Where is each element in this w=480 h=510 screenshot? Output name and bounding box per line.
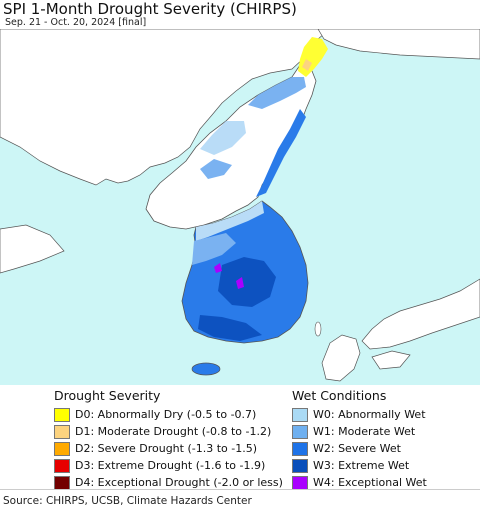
legend-label-d0: D0: Abnormally Dry (-0.5 to -0.7) — [75, 408, 257, 421]
swatch-w1 — [292, 424, 308, 439]
sk-w1-west — [192, 233, 236, 265]
swatch-w2 — [292, 441, 308, 456]
swatch-d1 — [54, 424, 70, 439]
japan-kyushu — [321, 334, 361, 382]
legend-label-w1: W1: Moderate Wet — [313, 425, 416, 438]
legend-label-d1: D1: Moderate Drought (-0.8 to -1.2) — [75, 425, 272, 438]
legend-item-d3: D3: Extreme Drought (-1.6 to -1.9) — [54, 457, 283, 474]
nk-wet-central — [200, 121, 246, 155]
legend-wet-title: Wet Conditions — [292, 388, 387, 403]
legend-item-w2: W2: Severe Wet — [292, 440, 427, 457]
nk-wet-patch — [200, 159, 232, 179]
legend-label-w4: W4: Exceptional Wet — [313, 476, 427, 489]
legend-item-d0: D0: Abnormally Dry (-0.5 to -0.7) — [54, 406, 283, 423]
legend-item-w3: W3: Extreme Wet — [292, 457, 427, 474]
sk-w1-north — [196, 201, 264, 241]
nk-wet-north — [248, 77, 306, 109]
swatch-w3 — [292, 458, 308, 473]
sk-w4-patch-1 — [214, 263, 222, 273]
tsushima-island — [314, 321, 322, 337]
nk-wet-east-coast — [256, 109, 306, 197]
japan-honshu — [361, 278, 480, 350]
footer-divider — [0, 489, 480, 490]
swatch-d3 — [54, 458, 70, 473]
sk-w3-center — [218, 257, 276, 307]
legend-label-w3: W3: Extreme Wet — [313, 459, 410, 472]
swatch-w4 — [292, 475, 308, 490]
legend-item-d4: D4: Exceptional Drought (-2.0 or less) — [54, 474, 283, 491]
legend-item-d2: D2: Severe Drought (-1.3 to -1.5) — [54, 440, 283, 457]
nk-d1-patch — [302, 59, 312, 71]
legend-label-d2: D2: Severe Drought (-1.3 to -1.5) — [75, 442, 258, 455]
legend-label-d4: D4: Exceptional Drought (-2.0 or less) — [75, 476, 283, 489]
sk-w3-south — [198, 315, 262, 341]
map-title: SPI 1-Month Drought Severity (CHIRPS) — [3, 0, 297, 18]
swatch-w0 — [292, 407, 308, 422]
russia-far-east — [317, 29, 480, 60]
swatch-d0 — [54, 407, 70, 422]
jeju-island — [191, 362, 221, 376]
swatch-d4 — [54, 475, 70, 490]
japan-shikoku — [371, 350, 411, 370]
source-credit: Source: CHIRPS, UCSB, Climate Hazards Ce… — [3, 495, 252, 507]
swatch-d2 — [54, 441, 70, 456]
map-subtitle: Sep. 21 - Oct. 20, 2024 [final] — [5, 17, 147, 28]
drought-map — [0, 29, 480, 385]
legend-wet: Wet Conditions W0: Abnormally Wet W1: Mo… — [292, 388, 427, 491]
sk-w4-patch-2 — [236, 277, 244, 289]
china-coast-west — [0, 224, 65, 274]
legend-label-d3: D3: Extreme Drought (-1.6 to -1.9) — [75, 459, 266, 472]
mainland-china — [0, 29, 331, 186]
legend-label-w2: W2: Severe Wet — [313, 442, 401, 455]
legend-item-d1: D1: Moderate Drought (-0.8 to -1.2) — [54, 423, 283, 440]
legend-item-w0: W0: Abnormally Wet — [292, 406, 427, 423]
legend-drought-title: Drought Severity — [54, 388, 161, 403]
legend-item-w1: W1: Moderate Wet — [292, 423, 427, 440]
legend-label-w0: W0: Abnormally Wet — [313, 408, 426, 421]
legend-drought: Drought Severity D0: Abnormally Dry (-0.… — [54, 388, 283, 491]
